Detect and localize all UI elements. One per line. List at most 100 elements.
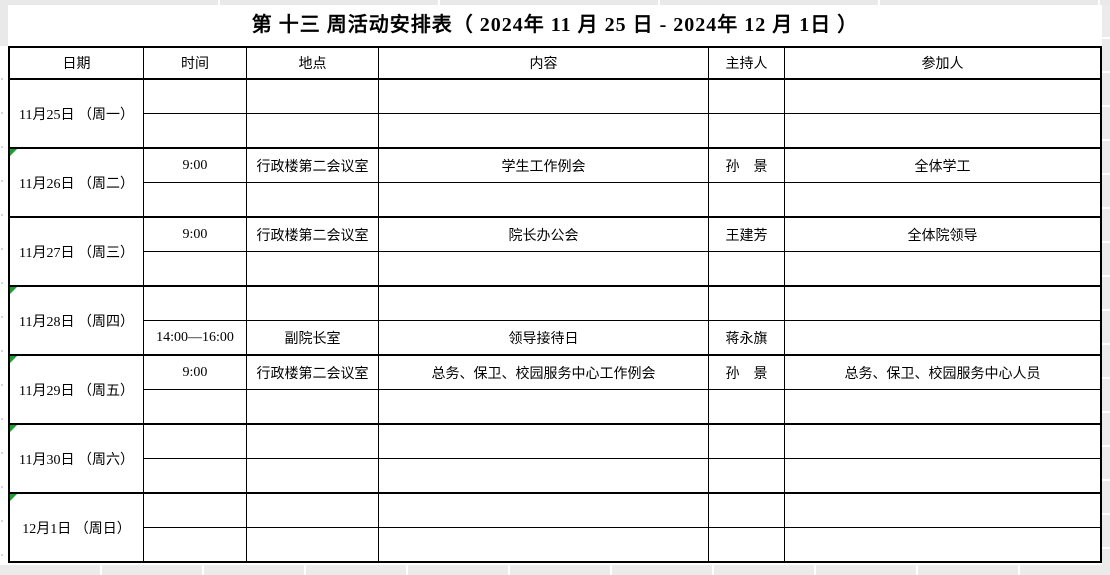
date-label: 11月28日 （周四） bbox=[19, 314, 134, 330]
time-cell[interactable] bbox=[144, 390, 247, 423]
table-row bbox=[144, 183, 1100, 216]
day-group-wed: 11月27日 （周三） 9:00 行政楼第二会议室 院长办公会 王建芳 全体院领… bbox=[10, 218, 1100, 287]
participants-cell[interactable] bbox=[785, 252, 1100, 285]
place-cell[interactable] bbox=[247, 183, 379, 216]
date-cell[interactable]: 11月28日 （周四） bbox=[10, 287, 144, 354]
time-cell[interactable] bbox=[144, 183, 247, 216]
header-place[interactable]: 地点 bbox=[247, 48, 379, 78]
host-cell[interactable]: 蒋永旗 bbox=[709, 321, 785, 354]
time-cell[interactable]: 9:00 bbox=[144, 218, 247, 251]
place-cell[interactable]: 行政楼第二会议室 bbox=[247, 356, 379, 389]
date-cell[interactable]: 11月29日 （周五） bbox=[10, 356, 144, 423]
table-row bbox=[144, 425, 1100, 459]
date-cell[interactable]: 11月27日 （周三） bbox=[10, 218, 144, 285]
content-cell[interactable] bbox=[379, 494, 709, 527]
host-cell[interactable] bbox=[709, 528, 785, 561]
header-date[interactable]: 日期 bbox=[10, 48, 144, 78]
content-cell[interactable] bbox=[379, 459, 709, 492]
participants-cell[interactable] bbox=[785, 114, 1100, 147]
time-cell[interactable] bbox=[144, 287, 247, 320]
place-cell[interactable] bbox=[247, 459, 379, 492]
time-cell[interactable] bbox=[144, 425, 247, 458]
participants-cell[interactable] bbox=[785, 494, 1100, 527]
participants-cell[interactable] bbox=[785, 459, 1100, 492]
participants-cell[interactable]: 总务、保卫、校园服务中心人员 bbox=[844, 366, 1041, 382]
date-label: 11月29日 （周五） bbox=[19, 383, 134, 399]
header-time[interactable]: 时间 bbox=[144, 48, 247, 78]
left-gridline-ticks bbox=[1, 46, 3, 565]
content-cell[interactable] bbox=[379, 183, 709, 216]
time-cell[interactable]: 9:00 bbox=[144, 149, 247, 182]
schedule-title[interactable]: 第 十三 周活动安排表（ 2024年 11 月 25 日 - 2024年 12 … bbox=[8, 5, 1102, 46]
place-cell[interactable] bbox=[247, 80, 379, 113]
place-cell[interactable] bbox=[247, 390, 379, 423]
host-cell[interactable]: 孙 景 bbox=[709, 356, 785, 389]
content-cell[interactable] bbox=[379, 528, 709, 561]
header-host[interactable]: 主持人 bbox=[709, 48, 785, 78]
content-cell[interactable]: 院长办公会 bbox=[379, 218, 709, 251]
date-cell[interactable]: 11月30日 （周六） bbox=[10, 425, 144, 492]
content-cell[interactable] bbox=[379, 252, 709, 285]
date-label: 11月26日 （周二） bbox=[19, 176, 134, 192]
time-cell[interactable] bbox=[144, 114, 247, 147]
content-cell[interactable] bbox=[379, 425, 709, 458]
place-cell[interactable] bbox=[247, 287, 379, 320]
table-row bbox=[144, 459, 1100, 492]
place-cell[interactable] bbox=[247, 528, 379, 561]
place-cell[interactable] bbox=[247, 114, 379, 147]
table-row bbox=[144, 287, 1100, 321]
host-cell[interactable] bbox=[709, 390, 785, 423]
host-cell[interactable] bbox=[709, 80, 785, 113]
time-cell[interactable] bbox=[144, 528, 247, 561]
error-indicator-icon bbox=[10, 494, 17, 501]
participants-cell[interactable]: 全体学工 bbox=[914, 159, 971, 175]
time-cell[interactable]: 14:00—16:00 bbox=[144, 321, 247, 354]
host-cell[interactable] bbox=[709, 287, 785, 320]
host-cell[interactable] bbox=[709, 425, 785, 458]
place-cell[interactable] bbox=[247, 494, 379, 527]
participants-cell[interactable] bbox=[785, 528, 1100, 561]
host-cell[interactable]: 王建芳 bbox=[709, 218, 785, 251]
date-cell[interactable]: 12月1日 （周日） bbox=[10, 494, 144, 561]
participants-cell[interactable]: 全体院领导 bbox=[907, 228, 978, 244]
host-cell[interactable] bbox=[709, 252, 785, 285]
bottom-gutter bbox=[0, 565, 1110, 575]
content-cell[interactable] bbox=[379, 114, 709, 147]
time-cell[interactable] bbox=[144, 494, 247, 527]
host-cell[interactable] bbox=[709, 183, 785, 216]
place-cell[interactable]: 行政楼第二会议室 bbox=[247, 149, 379, 182]
date-cell[interactable]: 11月26日 （周二） bbox=[10, 149, 144, 216]
place-cell[interactable]: 副院长室 bbox=[247, 321, 379, 354]
participants-cell[interactable] bbox=[785, 183, 1100, 216]
content-cell[interactable]: 领导接待日 bbox=[379, 321, 709, 354]
date-label: 11月30日 （周六） bbox=[19, 452, 134, 468]
time-cell[interactable]: 9:00 bbox=[144, 356, 247, 389]
content-cell[interactable] bbox=[379, 287, 709, 320]
weekly-schedule-table: 日期 时间 地点 内容 主持人 参加人 11月25日 （周一） bbox=[8, 46, 1102, 563]
header-content[interactable]: 内容 bbox=[379, 48, 709, 78]
content-cell[interactable] bbox=[379, 80, 709, 113]
host-cell[interactable] bbox=[709, 459, 785, 492]
place-cell[interactable] bbox=[247, 425, 379, 458]
participants-cell[interactable] bbox=[785, 321, 1100, 354]
time-cell[interactable] bbox=[144, 252, 247, 285]
time-cell[interactable] bbox=[144, 459, 247, 492]
host-cell[interactable] bbox=[709, 114, 785, 147]
content-cell[interactable]: 学生工作例会 bbox=[379, 149, 709, 182]
participants-cell[interactable] bbox=[785, 390, 1100, 423]
content-cell[interactable] bbox=[379, 390, 709, 423]
host-cell[interactable] bbox=[709, 494, 785, 527]
participants-cell[interactable] bbox=[785, 287, 1100, 320]
day-group-fri: 11月29日 （周五） 9:00 行政楼第二会议室 总务、保卫、校园服务中心工作… bbox=[10, 356, 1100, 425]
content-cell[interactable]: 总务、保卫、校园服务中心工作例会 bbox=[379, 356, 709, 389]
date-cell[interactable]: 11月25日 （周一） bbox=[10, 80, 144, 147]
participants-cell[interactable] bbox=[785, 80, 1100, 113]
table-row bbox=[144, 252, 1100, 285]
place-cell[interactable]: 行政楼第二会议室 bbox=[247, 218, 379, 251]
table-row bbox=[144, 494, 1100, 528]
header-participants[interactable]: 参加人 bbox=[921, 57, 964, 72]
host-cell[interactable]: 孙 景 bbox=[709, 149, 785, 182]
place-cell[interactable] bbox=[247, 252, 379, 285]
participants-cell[interactable] bbox=[785, 425, 1100, 458]
time-cell[interactable] bbox=[144, 80, 247, 113]
